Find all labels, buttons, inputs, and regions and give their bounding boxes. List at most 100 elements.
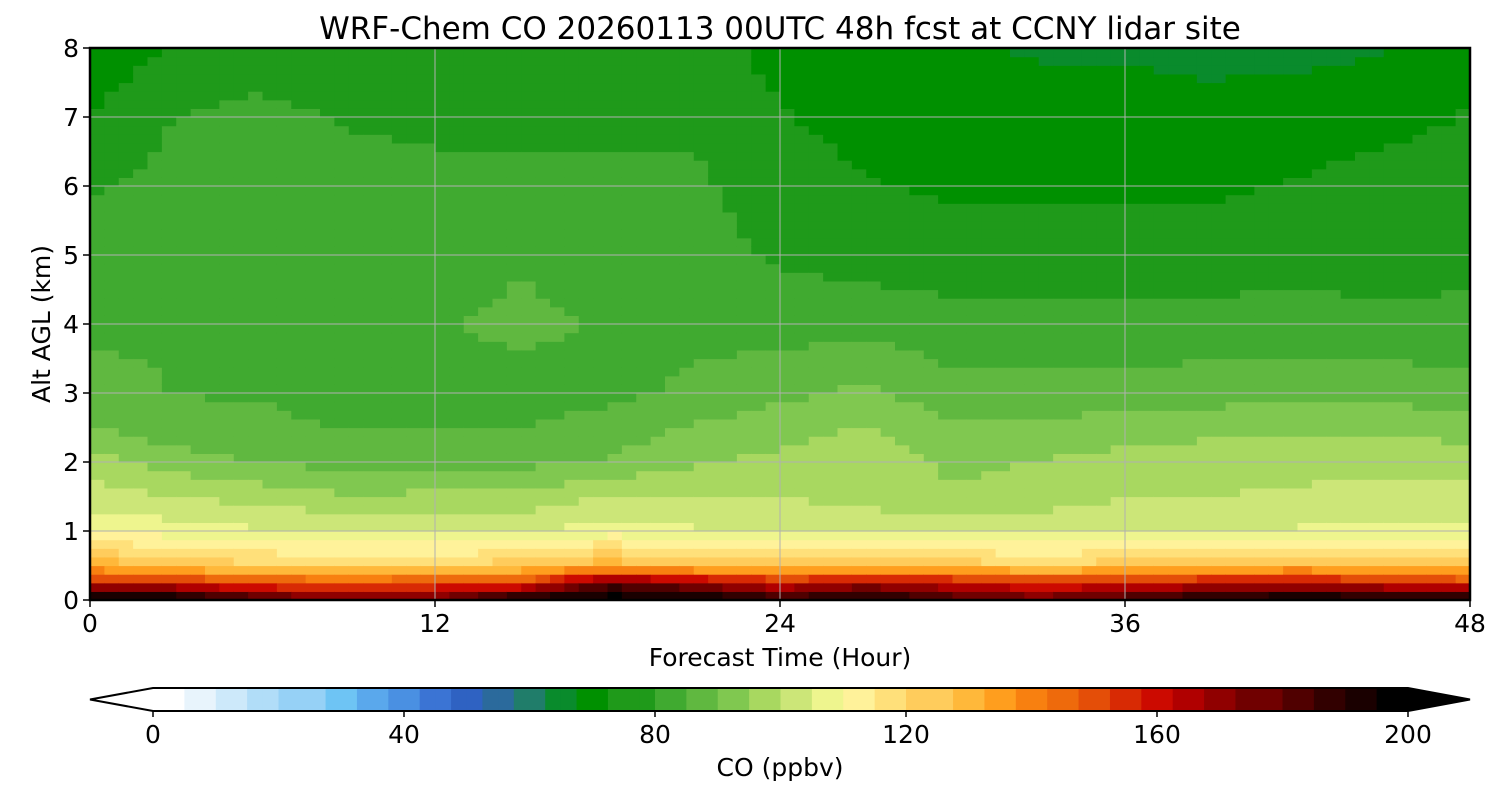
heatmap-cell xyxy=(449,591,465,600)
heatmap-cell xyxy=(1024,186,1040,196)
heatmap-cell xyxy=(607,203,623,213)
heatmap-cell xyxy=(722,393,738,403)
heatmap-cell xyxy=(233,73,249,84)
heatmap-cell xyxy=(1024,237,1040,247)
heatmap-cell xyxy=(1038,324,1054,334)
heatmap-cell xyxy=(449,531,465,541)
heatmap-cell xyxy=(665,418,680,429)
heatmap-cell xyxy=(665,505,680,515)
heatmap-cell xyxy=(578,505,594,515)
heatmap-cell xyxy=(190,401,206,411)
heatmap-cell xyxy=(952,82,968,92)
heatmap-cell xyxy=(880,108,896,118)
heatmap-cell xyxy=(995,151,1011,161)
heatmap-cell xyxy=(276,427,292,437)
heatmap-cell xyxy=(377,548,393,558)
heatmap-cell xyxy=(837,56,853,66)
heatmap-cell xyxy=(176,479,192,489)
heatmap-cell xyxy=(147,117,163,127)
heatmap-cell xyxy=(765,108,781,118)
heatmap-cell xyxy=(233,505,249,515)
heatmap-cell xyxy=(851,548,867,558)
heatmap-cell xyxy=(564,246,580,256)
heatmap-cell xyxy=(593,582,609,592)
heatmap-cell xyxy=(722,246,738,256)
heatmap-cell xyxy=(722,556,738,567)
heatmap-cell xyxy=(377,65,393,75)
heatmap-cell xyxy=(219,401,235,411)
heatmap-cell xyxy=(636,298,652,308)
heatmap-cell xyxy=(463,358,479,368)
heatmap-cell xyxy=(1110,73,1126,84)
heatmap-cell xyxy=(938,522,954,532)
heatmap-cell xyxy=(923,151,939,161)
heatmap-cell xyxy=(1110,453,1126,463)
heatmap-cell xyxy=(1038,65,1054,75)
heatmap-cell xyxy=(1153,117,1169,127)
heatmap-cell xyxy=(363,565,379,575)
heatmap-cell xyxy=(1168,436,1184,446)
heatmap-cell xyxy=(952,263,968,273)
heatmap-cell xyxy=(665,91,680,101)
heatmap-cell xyxy=(133,462,149,472)
heatmap-cell xyxy=(722,48,738,58)
heatmap-cell xyxy=(118,479,134,489)
heatmap-cell xyxy=(1053,513,1069,523)
heatmap-cell xyxy=(722,574,738,584)
heatmap-cell xyxy=(607,229,623,239)
heatmap-cell xyxy=(1196,82,1212,92)
heatmap-cell xyxy=(564,410,580,420)
heatmap-cell xyxy=(981,367,997,377)
heatmap-cell xyxy=(147,160,163,170)
heatmap-cell xyxy=(334,168,350,178)
heatmap-cell xyxy=(478,332,494,342)
heatmap-cell xyxy=(1010,65,1025,75)
heatmap-cell xyxy=(190,151,206,161)
heatmap-cell xyxy=(866,349,882,360)
heatmap-cell xyxy=(909,565,925,575)
heatmap-cell xyxy=(506,211,522,222)
heatmap-cell xyxy=(1010,539,1025,549)
heatmap-cell xyxy=(1139,367,1155,377)
heatmap-cell xyxy=(291,487,307,498)
heatmap-cell xyxy=(320,324,335,334)
heatmap-cell xyxy=(995,211,1011,222)
heatmap-cell xyxy=(435,513,450,523)
heatmap-cell xyxy=(1110,582,1126,592)
heatmap-cell xyxy=(535,453,551,463)
heatmap-cell xyxy=(118,531,134,541)
heatmap-cell xyxy=(147,280,163,291)
heatmap-cell xyxy=(133,401,149,411)
heatmap-cell xyxy=(104,505,120,515)
heatmap-cell xyxy=(1096,453,1112,463)
heatmap-cell xyxy=(708,306,724,316)
heatmap-cell xyxy=(765,453,781,463)
heatmap-cell xyxy=(276,444,292,454)
heatmap-cell xyxy=(535,237,551,247)
heatmap-cell xyxy=(205,393,220,403)
heatmap-cell xyxy=(1110,427,1126,437)
heatmap-cell xyxy=(161,108,177,118)
heatmap-cell xyxy=(1010,410,1025,420)
heatmap-cell xyxy=(621,349,637,360)
heatmap-cell xyxy=(1168,117,1184,127)
heatmap-cell xyxy=(233,436,249,446)
heatmap-cell xyxy=(736,418,752,429)
heatmap-cell xyxy=(449,263,465,273)
heatmap-cell xyxy=(1182,237,1198,247)
heatmap-cell xyxy=(147,168,163,178)
heatmap-cell xyxy=(176,358,192,368)
heatmap-cell xyxy=(205,168,220,178)
heatmap-cell xyxy=(420,574,436,584)
heatmap-cell xyxy=(621,436,637,446)
heatmap-cell xyxy=(665,298,680,308)
heatmap-cell xyxy=(607,410,623,420)
heatmap-cell xyxy=(262,306,278,316)
heatmap-cell xyxy=(133,349,149,360)
heatmap-cell xyxy=(1010,315,1025,325)
heatmap-cell xyxy=(463,272,479,282)
heatmap-cell xyxy=(851,203,867,213)
heatmap-cell xyxy=(794,203,810,213)
heatmap-cell xyxy=(118,418,134,429)
heatmap-cell xyxy=(981,427,997,437)
